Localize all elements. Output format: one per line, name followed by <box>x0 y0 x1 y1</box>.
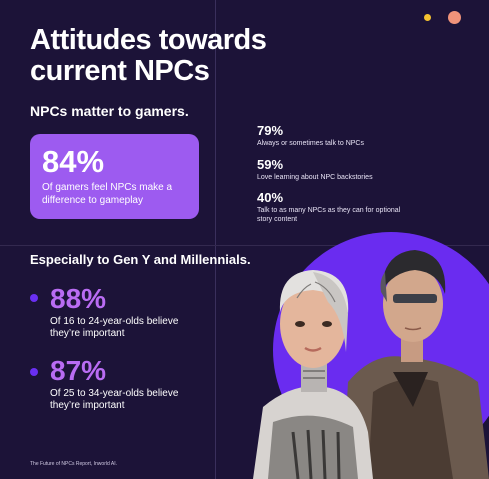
stat-item: 59% Love learning about NPC backstories <box>257 157 457 182</box>
generation-text: Of 16 to 24-year-olds believe they’re im… <box>50 316 179 339</box>
bullet-dot-icon <box>30 368 38 376</box>
divider-vertical <box>215 0 216 479</box>
page-title: Attitudes towards current NPCs <box>30 24 267 87</box>
highlight-percent: 84% <box>42 144 105 179</box>
peach-dot-icon <box>448 11 461 24</box>
stat-text: Love learning about NPC backstories <box>257 174 373 181</box>
source-footer: The Future of NPCs Report, Inworld AI. <box>30 461 117 467</box>
generation-text: Of 25 to 34-year-olds believe they’re im… <box>50 388 179 411</box>
generation-title: Especially to Gen Y and Millennials. <box>30 252 251 267</box>
divider-horizontal <box>0 245 489 246</box>
stat-item: 40% Talk to as many NPCs as they can for… <box>257 190 407 224</box>
page-subtitle: NPCs matter to gamers. <box>30 103 189 119</box>
generation-percent: 87% <box>50 355 107 386</box>
bullet-dot-icon <box>30 294 38 302</box>
npc-characters-illustration-icon <box>253 232 489 479</box>
generation-percent: 88% <box>50 283 107 314</box>
stat-text: Talk to as many NPCs as they can for opt… <box>257 207 401 223</box>
stat-percent: 79% <box>257 123 284 138</box>
stat-item: 79% Always or sometimes talk to NPCs <box>257 123 457 148</box>
highlight-card: 84% Of gamers feel NPCs make a differenc… <box>30 134 199 219</box>
stat-percent: 59% <box>257 157 284 172</box>
stat-percent: 40% <box>257 190 284 205</box>
yellow-dot-icon <box>424 14 431 21</box>
stat-text: Always or sometimes talk to NPCs <box>257 140 364 147</box>
highlight-text: Of gamers feel NPCs make a difference to… <box>42 182 173 206</box>
